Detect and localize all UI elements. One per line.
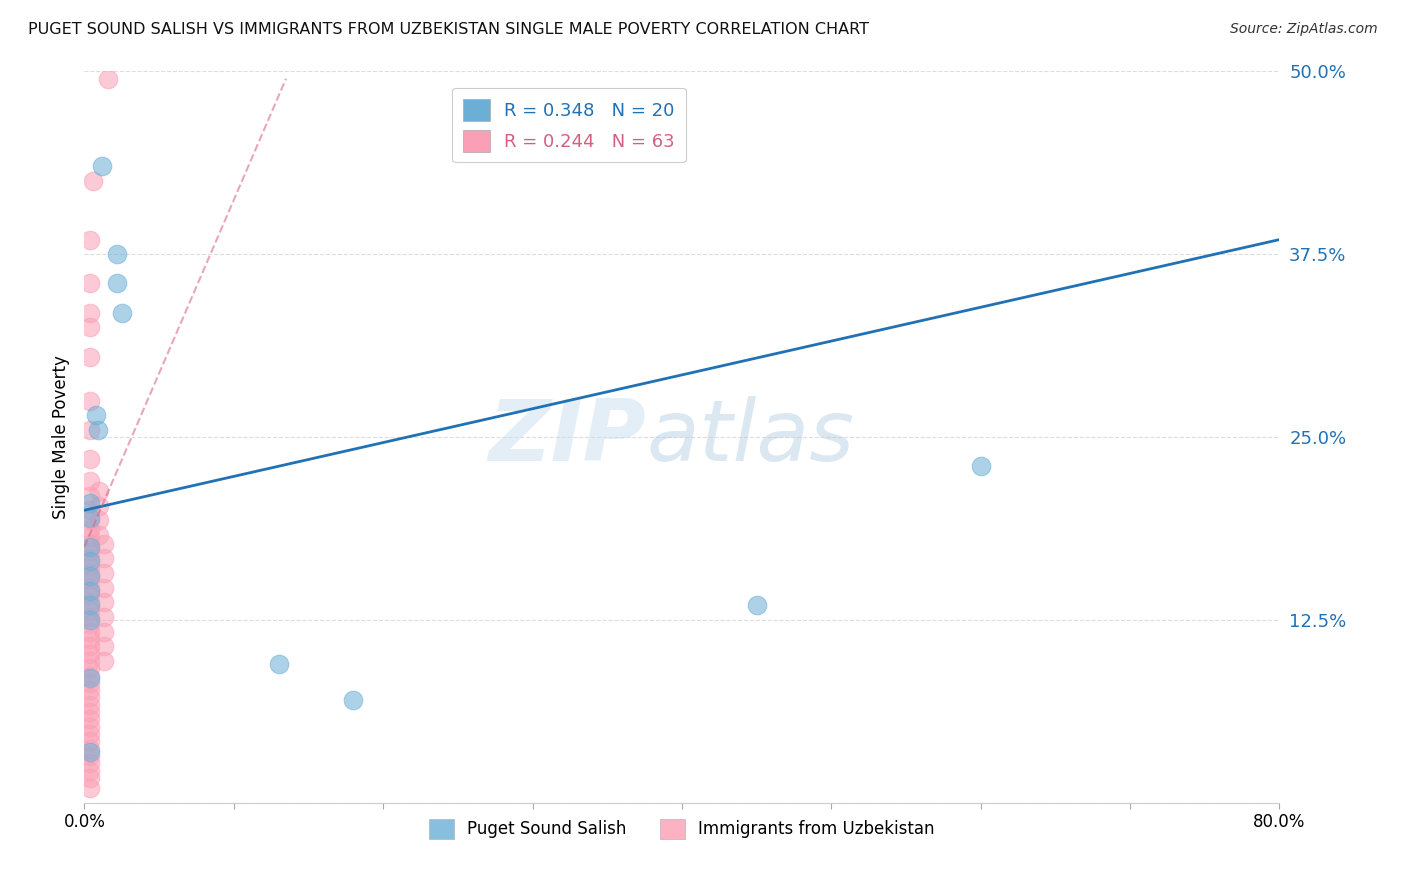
- Point: [79, 771, 101, 785]
- Point: [111, 306, 134, 320]
- Point: [970, 459, 993, 474]
- Point: [93, 566, 115, 581]
- Point: [79, 720, 101, 734]
- Point: [105, 277, 128, 291]
- Y-axis label: Single Male Poverty: Single Male Poverty: [52, 355, 70, 519]
- Point: [79, 654, 101, 668]
- Point: [79, 233, 101, 247]
- Point: [79, 522, 101, 536]
- Point: [79, 745, 101, 759]
- Point: [79, 510, 101, 524]
- Point: [79, 558, 101, 573]
- Text: ZIP: ZIP: [488, 395, 647, 479]
- Point: [87, 423, 110, 437]
- Point: [267, 657, 290, 671]
- Point: [93, 551, 115, 566]
- Point: [79, 698, 101, 712]
- Point: [79, 452, 101, 467]
- Point: [79, 496, 101, 510]
- Point: [79, 690, 101, 705]
- Point: [79, 683, 101, 698]
- Point: [79, 617, 101, 632]
- Point: [79, 624, 101, 639]
- Point: [79, 423, 101, 437]
- Point: [79, 705, 101, 719]
- Point: [89, 513, 111, 527]
- Point: [79, 727, 101, 741]
- Point: [93, 610, 115, 624]
- Point: [93, 581, 115, 595]
- Point: [79, 647, 101, 661]
- Point: [93, 624, 115, 639]
- Point: [79, 569, 101, 583]
- Point: [79, 530, 101, 544]
- Point: [79, 613, 101, 627]
- Point: [79, 632, 101, 646]
- Point: [89, 484, 111, 499]
- Point: [79, 781, 101, 796]
- Point: [79, 554, 101, 568]
- Point: [97, 71, 120, 86]
- Point: [93, 640, 115, 654]
- Text: Source: ZipAtlas.com: Source: ZipAtlas.com: [1230, 22, 1378, 37]
- Point: [79, 741, 101, 756]
- Point: [79, 350, 101, 364]
- Point: [745, 599, 768, 613]
- Text: PUGET SOUND SALISH VS IMMIGRANTS FROM UZBEKISTAN SINGLE MALE POVERTY CORRELATION: PUGET SOUND SALISH VS IMMIGRANTS FROM UZ…: [28, 22, 869, 37]
- Point: [79, 756, 101, 771]
- Point: [105, 247, 128, 261]
- Point: [79, 595, 101, 609]
- Point: [79, 566, 101, 581]
- Point: [79, 306, 101, 320]
- Point: [79, 513, 101, 527]
- Point: [79, 749, 101, 764]
- Point: [79, 713, 101, 727]
- Point: [79, 393, 101, 408]
- Point: [82, 174, 104, 188]
- Point: [79, 599, 101, 613]
- Point: [79, 676, 101, 690]
- Point: [79, 661, 101, 675]
- Point: [91, 160, 114, 174]
- Point: [86, 408, 108, 422]
- Point: [79, 640, 101, 654]
- Point: [93, 654, 115, 668]
- Text: atlas: atlas: [647, 395, 853, 479]
- Point: [79, 474, 101, 488]
- Point: [79, 544, 101, 558]
- Point: [79, 610, 101, 624]
- Point: [79, 320, 101, 334]
- Point: [342, 693, 364, 707]
- Point: [79, 537, 101, 551]
- Point: [79, 734, 101, 748]
- Point: [79, 574, 101, 588]
- Legend: Puget Sound Salish, Immigrants from Uzbekistan: Puget Sound Salish, Immigrants from Uzbe…: [422, 812, 942, 846]
- Point: [79, 583, 101, 598]
- Point: [79, 277, 101, 291]
- Point: [93, 537, 115, 551]
- Point: [79, 489, 101, 503]
- Point: [79, 540, 101, 554]
- Point: [79, 503, 101, 517]
- Point: [89, 528, 111, 542]
- Point: [79, 581, 101, 595]
- Point: [79, 588, 101, 602]
- Point: [93, 595, 115, 609]
- Point: [89, 499, 111, 513]
- Point: [79, 668, 101, 682]
- Point: [79, 551, 101, 566]
- Point: [79, 603, 101, 617]
- Point: [79, 672, 101, 686]
- Point: [79, 764, 101, 778]
